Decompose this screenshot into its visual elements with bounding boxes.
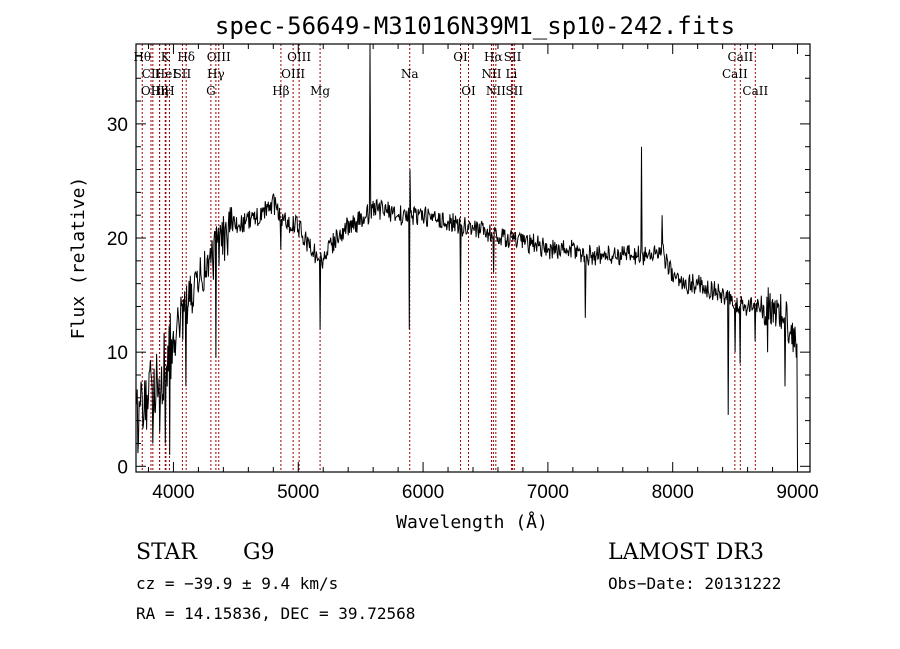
redshift-velocity: cz = −39.9 ± 9.4 km/s	[136, 574, 339, 593]
spectrum-line	[135, 43, 798, 467]
spectral-line-label: G	[206, 84, 216, 98]
x-tick-label: 9000	[776, 482, 818, 503]
x-axis-label: Wavelength (Å)	[396, 511, 548, 533]
spectral-line-label: SII	[505, 84, 523, 98]
y-axis-label: Flux (relative)	[68, 177, 89, 340]
spectral-line-label: HeI	[155, 67, 178, 81]
spectral-line-label: CaII	[727, 50, 753, 64]
spectral-line-label: Mg	[310, 84, 330, 98]
spectral-line-label: Hη	[151, 84, 169, 98]
spectral-line-label: CaII	[722, 67, 748, 81]
spectral-line-label: Hα	[484, 50, 503, 64]
spectral-line-label: H	[164, 84, 174, 98]
object-class: STAR	[136, 540, 197, 565]
object-subclass: G9	[243, 540, 275, 565]
survey-name: LAMOST DR3	[608, 540, 764, 565]
spectral-line-label: OI	[461, 84, 476, 98]
x-tick-label: 8000	[652, 482, 694, 503]
chart-title: spec-56649-M31016N39M1_sp10-242.fits	[215, 12, 735, 40]
plot-frame	[135, 43, 811, 473]
spectral-line-label: OIII	[141, 84, 165, 98]
spectral-line-label: Hβ	[272, 84, 289, 98]
spectral-line-label: OIII	[281, 67, 305, 81]
spectral-line-label: CaII	[742, 84, 768, 98]
spectral-line-label: OIII	[287, 50, 311, 64]
y-axis-ticks: 0 10 20 30	[107, 54, 810, 478]
spectral-line-markers	[141, 44, 756, 472]
spectral-line-label: Li	[506, 67, 518, 81]
observation-date: Obs−Date: 20131222	[608, 574, 782, 593]
spectral-line-label: SII	[504, 50, 522, 64]
x-tick-label: 4000	[152, 482, 194, 503]
spectral-line-label: OI	[453, 50, 468, 64]
y-tick-label: 0	[117, 457, 128, 478]
spectral-line-label: Hδ	[177, 50, 195, 64]
y-tick-label: 10	[107, 343, 128, 364]
y-tick-label: 30	[107, 115, 128, 136]
x-tick-label: 5000	[277, 482, 319, 503]
spectral-line-label: SII	[174, 67, 192, 81]
spectral-line-label: OIII	[207, 50, 231, 64]
y-tick-label: 20	[107, 229, 128, 250]
spectral-line-label: Hγ	[207, 67, 225, 81]
spectral-line-label: Hθ	[133, 50, 151, 64]
spectral-line-label: NII	[481, 67, 501, 81]
spectral-line-labels: HθCIIOIIIHηKHeIHSIIHδGHγOIIIHβOIIIOIIIMg…	[133, 50, 768, 98]
sky-coordinates: RA = 14.15836, DEC = 39.72568	[136, 604, 416, 623]
x-tick-label: 7000	[527, 482, 569, 503]
spectral-line-label: Na	[401, 67, 419, 81]
x-axis-ticks: 4000 5000 6000 7000 8000 9000	[147, 44, 819, 503]
spectral-line-label: CII	[142, 67, 161, 81]
spectral-line-label: K	[161, 50, 171, 64]
x-tick-label: 6000	[402, 482, 444, 503]
spectral-line-label: NII	[486, 84, 506, 98]
